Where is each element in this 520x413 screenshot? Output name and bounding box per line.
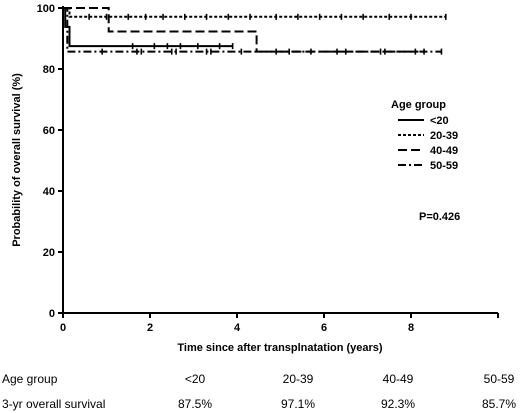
survival-curve bbox=[63, 7, 442, 53]
series-40-49 bbox=[63, 7, 425, 55]
x-axis-title: Time since after transplnatation (years) bbox=[177, 342, 383, 354]
table-cell: 87.5% bbox=[178, 397, 212, 411]
x-axis: 0 2 4 6 8 bbox=[60, 312, 499, 334]
survival-table: Age group <20 20-39 40-49 50-59 3-yr overall … bbox=[2, 372, 516, 411]
survival-curve bbox=[63, 7, 233, 48]
table-cell: 40-49 bbox=[383, 372, 414, 386]
x-tick-label: 8 bbox=[408, 322, 414, 334]
table-cell: 50-59 bbox=[484, 372, 515, 386]
plot-area bbox=[63, 7, 447, 55]
x-tick-label: 6 bbox=[321, 322, 327, 334]
legend-label: <20 bbox=[430, 115, 449, 127]
legend-title: Age group bbox=[391, 99, 446, 111]
survival-curve bbox=[63, 7, 425, 53]
y-tick-label: 0 bbox=[49, 308, 55, 320]
x-tick-label: 4 bbox=[234, 322, 241, 334]
x-tick-label: 2 bbox=[147, 322, 153, 334]
y-tick-label: 20 bbox=[43, 247, 55, 259]
legend-label: 50-59 bbox=[430, 160, 458, 172]
y-axis-title: Probability of overall survival (%) bbox=[11, 73, 23, 247]
y-tick-label: 60 bbox=[43, 125, 55, 137]
table-cell: 20-39 bbox=[283, 372, 314, 386]
legend-label: 20-39 bbox=[430, 130, 458, 142]
series-20-39 bbox=[63, 7, 447, 20]
x-tick-label: 0 bbox=[60, 322, 66, 334]
table-row-label: 3-yr overall survival bbox=[2, 397, 105, 411]
series-50-59 bbox=[63, 7, 443, 55]
legend: Age group <20 20-39 40-49 50-59 bbox=[391, 99, 458, 172]
y-tick-label: 100 bbox=[37, 3, 55, 15]
y-tick-label: 40 bbox=[43, 186, 55, 198]
survival-curve bbox=[63, 7, 446, 18]
y-tick-label: 80 bbox=[43, 64, 55, 76]
legend-label: 40-49 bbox=[430, 145, 458, 157]
table-cell: <20 bbox=[185, 372, 206, 386]
table-cell: 85.7% bbox=[482, 397, 516, 411]
y-axis: 0 20 40 60 80 100 bbox=[37, 3, 64, 320]
table-cell: 92.3% bbox=[381, 397, 415, 411]
table-row-label: Age group bbox=[2, 372, 58, 386]
table-cell: 97.1% bbox=[281, 397, 315, 411]
p-value-annotation: P=0.426 bbox=[419, 211, 460, 223]
